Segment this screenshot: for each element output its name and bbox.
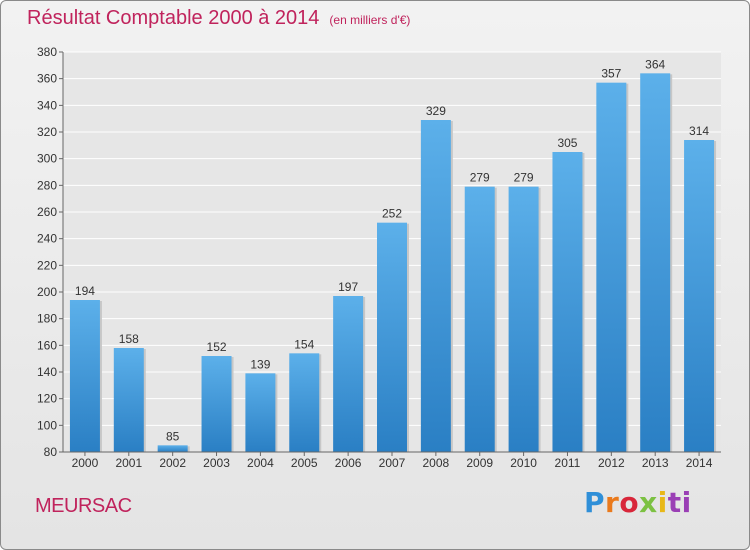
brand-part: ti xyxy=(667,486,692,519)
y-tick-label: 320 xyxy=(37,125,57,139)
brand-part: P xyxy=(584,486,606,519)
brand-part: o xyxy=(619,486,640,519)
x-tick-label: 2005 xyxy=(291,456,318,470)
data-label: 197 xyxy=(338,280,358,294)
brand-part: x xyxy=(639,486,658,519)
x-tick-label: 2011 xyxy=(555,456,581,470)
bar xyxy=(640,73,671,452)
x-tick-label: 2000 xyxy=(72,456,99,470)
bar xyxy=(201,356,232,452)
title-text: Résultat Comptable 2000 à 2014 xyxy=(27,7,320,29)
x-tick-label: 2001 xyxy=(115,456,142,470)
x-tick-label: 2006 xyxy=(335,456,362,470)
bar xyxy=(552,152,583,452)
x-tick-label: 2002 xyxy=(159,456,186,470)
data-label: 194 xyxy=(75,284,95,298)
bar xyxy=(245,373,276,452)
data-label: 279 xyxy=(470,171,490,185)
bar xyxy=(684,140,715,452)
x-tick-label: 2008 xyxy=(423,456,450,470)
x-tick-label: 2014 xyxy=(686,456,713,470)
data-label: 252 xyxy=(382,207,402,221)
bar xyxy=(377,222,407,452)
y-tick-label: 280 xyxy=(37,178,57,192)
chart-title: Résultat Comptable 2000 à 2014 (en millie… xyxy=(27,7,410,30)
y-tick-label: 160 xyxy=(37,338,57,352)
data-label: 154 xyxy=(294,337,314,351)
data-label: 314 xyxy=(689,124,709,138)
bar xyxy=(333,296,364,452)
y-tick-label: 360 xyxy=(37,72,57,86)
data-label: 158 xyxy=(119,332,139,346)
proxiti-logo: Proxiti xyxy=(584,486,692,519)
data-label: 305 xyxy=(557,136,577,150)
data-label: 329 xyxy=(426,104,446,118)
y-tick-label: 240 xyxy=(37,232,57,246)
bar xyxy=(69,300,100,452)
chart-subtitle: (en milliers d'€) xyxy=(329,13,411,27)
bar xyxy=(464,186,495,452)
y-tick-label: 100 xyxy=(37,418,57,432)
y-tick-label: 180 xyxy=(37,312,57,326)
data-label: 139 xyxy=(250,357,270,371)
brand-part: i xyxy=(657,486,668,519)
brand-part: r xyxy=(605,486,620,519)
y-tick-label: 120 xyxy=(37,392,57,406)
bar xyxy=(289,353,320,452)
data-label: 279 xyxy=(514,171,534,185)
bar xyxy=(596,82,627,453)
data-label: 85 xyxy=(166,429,180,443)
x-tick-label: 2007 xyxy=(379,456,406,470)
location-name: MEURSAC xyxy=(35,495,132,517)
bar xyxy=(420,120,451,452)
y-tick-label: 140 xyxy=(37,365,57,379)
y-tick-label: 200 xyxy=(37,285,57,299)
y-tick-label: 340 xyxy=(37,98,57,112)
x-tick-label: 2004 xyxy=(247,456,274,470)
x-tick-label: 2010 xyxy=(510,456,537,470)
data-label: 357 xyxy=(601,67,621,81)
x-tick-label: 2003 xyxy=(203,456,230,470)
data-label: 152 xyxy=(207,340,227,354)
y-tick-label: 380 xyxy=(37,45,57,59)
y-tick-label: 220 xyxy=(37,258,57,272)
y-tick-label: 260 xyxy=(37,205,57,219)
y-tick-label: 300 xyxy=(37,152,57,166)
bar xyxy=(113,348,144,452)
x-tick-label: 2009 xyxy=(466,456,493,470)
bar xyxy=(508,186,539,452)
x-tick-label: 2013 xyxy=(642,456,669,470)
y-tick-label: 80 xyxy=(44,445,58,459)
data-label: 364 xyxy=(645,57,665,71)
bar xyxy=(157,445,188,452)
x-tick-label: 2012 xyxy=(598,456,625,470)
